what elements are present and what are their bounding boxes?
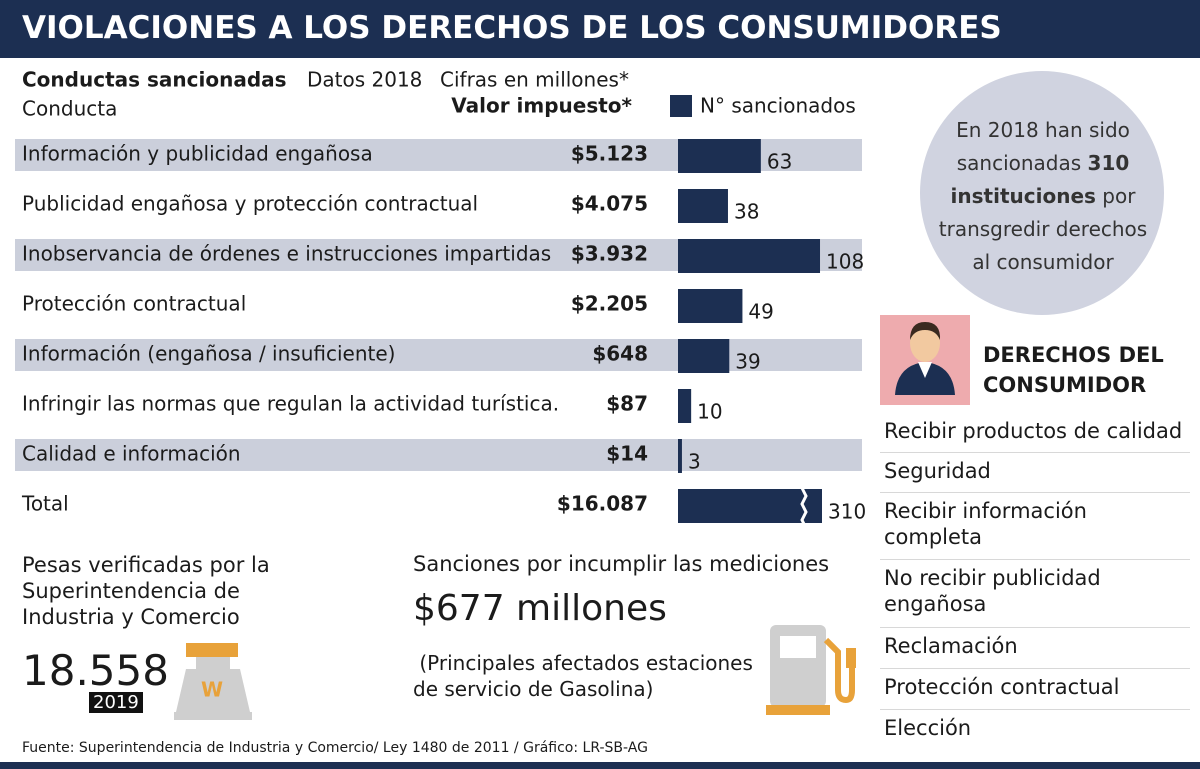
value-label: 38: [734, 200, 759, 224]
separator: [880, 452, 1190, 453]
circle-note: En 2018 han sido sancionadas 310 institu…: [932, 114, 1154, 279]
bar: [678, 389, 692, 423]
amount-label: $4.075: [571, 192, 648, 216]
row-band: [15, 439, 862, 471]
right-item-line: Elección: [884, 716, 972, 740]
rights-title-line: DERECHOS DEL: [983, 343, 1164, 367]
right-item-line: Reclamación: [884, 634, 1018, 658]
weights-line: Pesas verificadas por la: [22, 553, 270, 577]
separator: [880, 559, 1190, 560]
amount-label: $2.205: [571, 292, 648, 316]
footer-bar: [0, 762, 1200, 769]
person-icon: [880, 315, 970, 405]
bar: [678, 439, 682, 473]
bar: [678, 289, 743, 323]
note-text: En 2018 han sido sancionadas: [956, 118, 1130, 175]
sanctions-heading: Sanciones por incumplir las mediciones: [413, 552, 830, 576]
category-label: Información (engañosa / insuficiente): [22, 342, 395, 366]
chart-note: Cifras en millones*: [440, 68, 629, 92]
rights-title-line: CONSUMIDOR: [983, 373, 1147, 397]
bar: [678, 339, 730, 373]
value-label: 49: [748, 300, 773, 324]
sanctions-amount: $677 millones: [413, 588, 667, 629]
note-line: de servicio de Gasolina): [413, 677, 654, 701]
header-bar: [0, 0, 1200, 58]
category-label: Total: [21, 492, 69, 516]
weight-icon: W: [174, 643, 252, 720]
header-title: VIOLACIONES A LOS DERECHOS DE LOS CONSUM…: [22, 10, 1002, 46]
category-label: Calidad e información: [22, 442, 241, 466]
gas-pump-icon: [766, 625, 856, 715]
weights-year: 2019: [89, 692, 143, 713]
amount-label: $16.087: [557, 492, 648, 516]
amount-label: $648: [592, 342, 648, 366]
separator: [880, 492, 1190, 493]
separator: [880, 627, 1190, 628]
amount-label: $5.123: [571, 142, 648, 166]
category-label: Información y publicidad engañosa: [22, 142, 373, 166]
right-item-line: completa: [884, 525, 983, 549]
value-label: 63: [767, 150, 792, 174]
separator: [880, 668, 1190, 669]
rights-title: DERECHOS DEL CONSUMIDOR: [983, 340, 1164, 400]
bar: [678, 189, 728, 223]
category-label: Inobservancia de órdenes e instrucciones…: [22, 242, 551, 266]
weight-label: W: [201, 678, 223, 702]
right-item: Reclamación: [884, 633, 1018, 659]
amount-label: $87: [606, 392, 648, 416]
weights-line: Industria y Comercio: [22, 605, 240, 629]
right-item: Recibir información completa: [884, 498, 1087, 550]
value-label: 3: [688, 450, 701, 474]
value-label: 108: [826, 250, 864, 274]
category-label: Protección contractual: [22, 292, 246, 316]
right-item-line: Recibir productos de calidad: [884, 419, 1183, 443]
right-item: Recibir productos de calidad: [884, 418, 1182, 444]
right-item-line: engañosa: [884, 592, 987, 616]
amount-header: Valor impuesto*: [451, 94, 632, 118]
bar-break: [800, 487, 808, 529]
value-label: 10: [697, 400, 722, 424]
note-text: por transgredir derechos al consumidor: [938, 184, 1148, 274]
chart-title: Conductas sancionadas: [22, 68, 287, 92]
right-item-line: Recibir información: [884, 499, 1087, 523]
note-bold: 310 instituciones: [950, 151, 1130, 208]
bar: [678, 489, 822, 523]
right-item: Protección contractual: [884, 674, 1119, 700]
separator: [880, 709, 1190, 710]
amount-label: $3.932: [571, 242, 648, 266]
bar: [678, 139, 761, 173]
amount-label: $14: [606, 442, 648, 466]
source: Fuente: Superintendencia de Industria y …: [22, 740, 648, 756]
value-label: 39: [735, 350, 760, 374]
right-item: No recibir publicidad engañosa: [884, 565, 1101, 617]
weights-value: 18.558: [22, 646, 169, 695]
chart-subtitle: Datos 2018: [307, 68, 422, 92]
right-item: Seguridad: [884, 458, 991, 484]
weights-line: Superintendencia de: [22, 579, 240, 603]
right-item-line: No recibir publicidad: [884, 566, 1101, 590]
right-item: Elección: [884, 715, 971, 741]
legend-label: N° sancionados: [700, 94, 856, 118]
note-line: (Principales afectados estaciones: [413, 651, 753, 675]
right-item-line: Seguridad: [884, 459, 991, 483]
category-label: Infringir las normas que regulan la acti…: [22, 392, 559, 416]
category-label: Publicidad engañosa y protección contrac…: [22, 192, 478, 216]
legend-swatch: [670, 95, 692, 117]
category-header: Conducta: [22, 97, 117, 121]
sanctions-note: (Principales afectados estaciones de serv…: [413, 650, 753, 702]
note-circle: [920, 71, 1164, 315]
weights-text: Pesas verificadas por la Superintendencia…: [22, 552, 270, 630]
right-item-line: Protección contractual: [884, 675, 1120, 699]
value-label: 310: [828, 500, 866, 524]
bar: [678, 239, 821, 273]
